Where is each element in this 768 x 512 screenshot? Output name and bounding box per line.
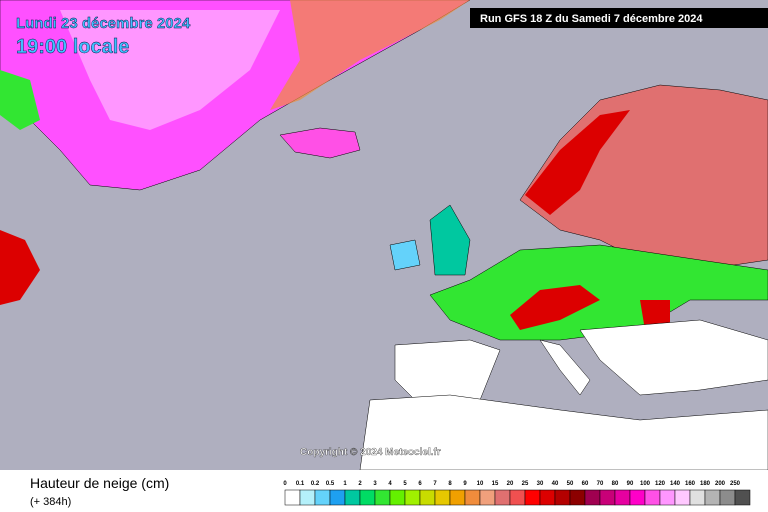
legend-label: 140 xyxy=(670,481,681,487)
legend-label: 0.2 xyxy=(311,481,320,487)
legend-label: 160 xyxy=(685,481,696,487)
canada-east xyxy=(0,230,40,305)
legend-swatch xyxy=(629,489,646,506)
legend-label: 180 xyxy=(700,481,711,487)
legend-label: 80 xyxy=(612,481,619,487)
legend-swatch xyxy=(704,489,721,506)
legend-label: 3 xyxy=(373,481,377,487)
legend-label: 5 xyxy=(403,481,407,487)
date: Lundi 23 décembre 2024 xyxy=(16,15,191,32)
north-africa xyxy=(359,394,768,470)
legend-label: 0 xyxy=(283,481,287,487)
legend-swatch xyxy=(689,489,706,506)
ireland xyxy=(389,239,421,271)
legend-swatch xyxy=(569,489,586,506)
legend-swatch xyxy=(554,489,571,506)
legend-swatch xyxy=(509,489,526,506)
legend-swatch xyxy=(404,489,421,506)
legend: Hauteur de neige (cm) (+ 384h) 0 0.1 0.2 0.… xyxy=(30,475,751,508)
legend-swatch xyxy=(464,489,481,506)
legend-subtitle: (+ 384h) xyxy=(30,496,71,508)
britain xyxy=(429,204,471,276)
legend-label: 7 xyxy=(433,481,437,487)
legend-swatch xyxy=(419,489,436,506)
legend-swatch xyxy=(329,489,346,506)
legend-label: 50 xyxy=(567,481,574,487)
time: 19:00 locale xyxy=(16,36,129,58)
legend-label: 0.1 xyxy=(296,481,305,487)
alps xyxy=(510,285,600,330)
legend-label: 4 xyxy=(388,481,392,487)
legend-swatch xyxy=(539,489,556,506)
legend-swatch xyxy=(584,489,601,506)
legend-label: 10 xyxy=(477,481,484,487)
legend-label: 25 xyxy=(522,481,529,487)
norway xyxy=(525,110,630,215)
legend-swatch xyxy=(449,489,466,506)
legend-swatch xyxy=(659,489,676,506)
legend-label: 20 xyxy=(507,481,514,487)
copyright: Copyright © 2024 Meteociel.fr xyxy=(300,447,441,458)
legend-swatch xyxy=(344,489,361,506)
legend-label: 250 xyxy=(730,481,741,487)
legend-label: 200 xyxy=(715,481,726,487)
legend-swatch xyxy=(389,489,406,506)
legend-swatch xyxy=(299,489,316,506)
legend-swatch xyxy=(479,489,496,506)
balkans-turkey xyxy=(579,319,768,396)
canada-north xyxy=(0,70,40,130)
legend-label: 90 xyxy=(627,481,634,487)
greenland-interior xyxy=(60,10,280,130)
legend-label: 30 xyxy=(537,481,544,487)
italy xyxy=(539,339,591,396)
legend-label: 15 xyxy=(492,481,499,487)
legend-swatch xyxy=(719,489,736,506)
legend-label: 40 xyxy=(552,481,559,487)
iceland xyxy=(279,127,361,159)
legend-swatch xyxy=(494,489,511,506)
legend-swatch xyxy=(434,489,451,506)
greenland-east xyxy=(270,0,470,110)
legend-label: 120 xyxy=(655,481,666,487)
run-banner xyxy=(470,8,768,28)
legend-label: 0.5 xyxy=(326,481,335,487)
legend-swatch xyxy=(359,489,376,506)
legend-swatch xyxy=(599,489,616,506)
legend-label: 60 xyxy=(582,481,589,487)
legend-label: 70 xyxy=(597,481,604,487)
legend-swatch xyxy=(734,489,751,506)
legend-label: 1 xyxy=(343,481,347,487)
legend-label: 100 xyxy=(640,481,651,487)
run-info: Run GFS 18 Z du Samedi 7 décembre 2024 xyxy=(480,13,703,25)
legend-swatch xyxy=(614,489,631,506)
map: Run GFS 18 Z du Samedi 7 décembre 2024 L… xyxy=(0,0,768,470)
legend-swatch xyxy=(524,489,541,506)
legend-swatch xyxy=(674,489,691,506)
legend-swatch xyxy=(314,489,331,506)
legend-title: Hauteur de neige (cm) xyxy=(30,475,169,491)
legend-label: 8 xyxy=(448,481,452,487)
legend-label: 2 xyxy=(358,481,362,487)
legend-label: 6 xyxy=(418,481,422,487)
legend-swatch xyxy=(644,489,661,506)
legend-swatch xyxy=(284,489,301,506)
legend-swatch xyxy=(374,489,391,506)
legend-label: 9 xyxy=(463,481,467,487)
